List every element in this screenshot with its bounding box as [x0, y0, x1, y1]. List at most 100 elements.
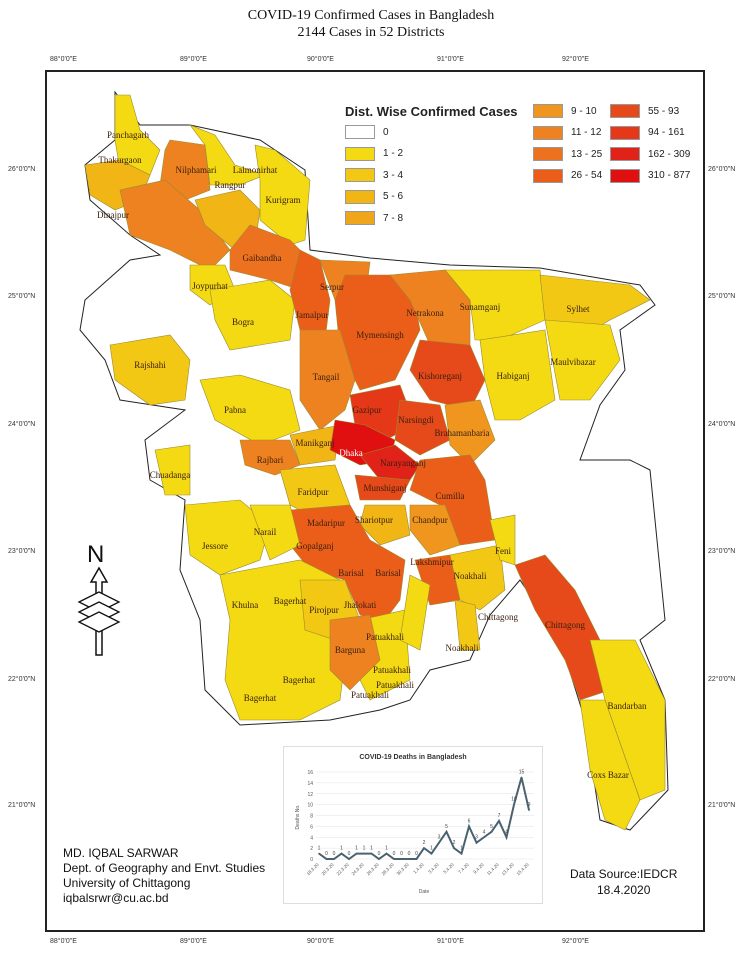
district-label: Patuakhali: [366, 632, 404, 642]
legend-item: 0: [345, 125, 389, 139]
district-label: Munshiganj: [363, 483, 407, 493]
district-label: Barguna: [334, 645, 366, 655]
data-point: [348, 858, 350, 860]
author-credits: MD. IQBAL SARWAR Dept. of Geography and …: [63, 846, 265, 906]
district-area: [454, 599, 481, 651]
x-axis-label: Date: [419, 889, 430, 895]
data-label: 4: [505, 829, 508, 835]
data-label: 1: [460, 846, 463, 852]
data-label: 0: [333, 851, 336, 857]
data-point: [385, 852, 388, 855]
data-label: 10: [511, 797, 517, 803]
district-label: Patuakhali: [373, 665, 411, 675]
district-label: Habiganj: [496, 371, 530, 381]
legend-swatch: [345, 168, 375, 182]
legend-label: 5 - 6: [383, 191, 404, 202]
data-point: [453, 847, 455, 849]
district-label: Gazipur: [352, 405, 382, 415]
district-area: [249, 504, 301, 561]
data-point: [400, 858, 403, 860]
legend-item: 9 - 10: [533, 104, 597, 118]
district-label: Nilphamari: [175, 165, 217, 175]
longitude-label: 92°0'0"E: [562, 56, 589, 63]
map-title: COVID-19 Confirmed Cases in Bangladesh: [247, 8, 495, 23]
legend-item: 11 - 12: [533, 125, 601, 140]
district-label: Bagerhat: [282, 675, 316, 685]
district-label: Bagerhat: [243, 693, 277, 703]
district-area: [229, 224, 311, 291]
data-point: [438, 841, 440, 844]
data-label: 5: [490, 824, 493, 830]
data-label: 2: [423, 840, 426, 846]
author-name: MD. IQBAL SARWAR: [63, 846, 179, 860]
x-tick-label: 7.4.20: [457, 862, 470, 875]
district-area: [359, 504, 411, 546]
district-label: Joypurhat: [192, 281, 228, 291]
legend-label: 9 - 10: [571, 105, 597, 117]
district-label: Panchagarh: [107, 130, 149, 140]
district-area: [199, 374, 301, 446]
data-label: 0: [348, 851, 351, 857]
district-area: [189, 124, 266, 186]
district-label: Bagerhat: [273, 596, 307, 606]
data-label: 1: [385, 846, 388, 852]
district-label: Jessore: [202, 541, 228, 551]
district-label: Feni: [494, 546, 512, 556]
district-label: Chuadanga: [149, 470, 191, 480]
district-label: Thakurgaon: [98, 155, 142, 165]
data-point: [430, 852, 433, 855]
legend-label: 26 - 54: [571, 170, 603, 181]
legend-item: 7 - 8: [345, 211, 403, 225]
x-tick-label: 13.4.20: [501, 862, 516, 877]
legend-swatch: [610, 147, 640, 161]
data-label: 0: [400, 851, 403, 857]
district-area: [289, 424, 341, 466]
latitude-label: 25°0'0"N: [708, 293, 736, 300]
data-label: 1: [370, 846, 373, 852]
legend-label: 310 - 877: [648, 170, 691, 181]
longitude-label: 89°0'0"E: [180, 56, 207, 63]
y-tick-label: 2: [310, 846, 313, 852]
latitude-label: 26°0'0"N: [708, 166, 736, 173]
data-point: [363, 852, 365, 855]
longitude-label: 88°0'0"E: [50, 938, 77, 945]
data-point: [355, 852, 358, 855]
legend-item: 55 - 93: [610, 104, 679, 118]
district-label: Chittagong: [545, 620, 585, 630]
x-tick-label: 30.3.20: [396, 862, 411, 877]
district-area: [579, 699, 641, 831]
district-label: Chittagong: [478, 612, 518, 622]
legend-swatch: [533, 147, 563, 161]
data-label: 1: [340, 846, 343, 852]
district-label: Noakhali: [445, 643, 479, 653]
legend-swatch: [610, 104, 640, 118]
latitude-label: 22°0'0"N: [8, 676, 36, 683]
district-area: [109, 334, 191, 406]
data-point: [505, 836, 508, 839]
data-label: 15: [519, 769, 525, 775]
longitude-label: 88°0'0"E: [50, 56, 77, 63]
legend-item: 5 - 6: [345, 189, 404, 204]
legend-swatch: [345, 189, 375, 204]
source-label: Data Source:IEDCR: [570, 867, 678, 881]
data-point: [513, 803, 515, 806]
legend-label: 162 - 309: [648, 148, 691, 160]
x-tick-label: 26.3.20: [366, 862, 381, 877]
x-tick-label: 9.4.20: [472, 862, 485, 875]
legend-label: 13 - 25: [571, 148, 603, 160]
x-tick-label: 28.3.20: [381, 862, 396, 877]
data-point: [415, 858, 418, 860]
district-label: Brahamanbaria: [434, 428, 490, 438]
district-label: Narail: [253, 527, 277, 537]
legend-item: 1 - 2: [345, 146, 403, 161]
district-area: [299, 329, 356, 431]
district-area: [409, 454, 496, 546]
district-area: [209, 279, 296, 351]
latitude-label: 24°0'0"N: [8, 421, 36, 428]
legend-label: 3 - 4: [383, 169, 404, 181]
y-tick-label: 12: [307, 792, 313, 798]
district-label: Coxs Bazar: [587, 770, 629, 780]
district-label: Khulna: [231, 600, 259, 610]
